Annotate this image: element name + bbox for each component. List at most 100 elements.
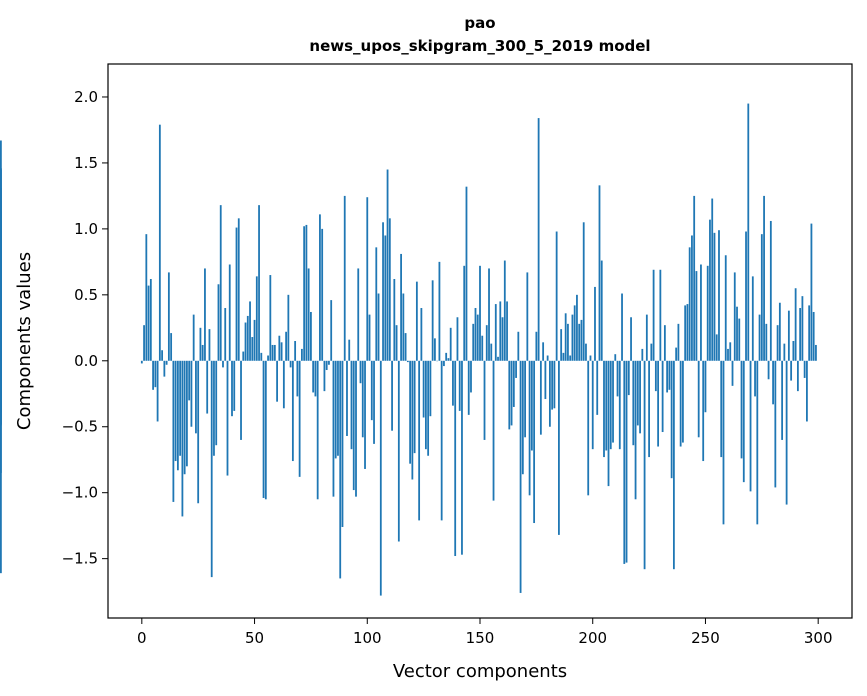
bar-component-202 xyxy=(596,360,599,415)
bar-component-10 xyxy=(163,360,166,377)
bar-component-144 xyxy=(465,186,468,361)
bar-component-1 xyxy=(143,325,145,361)
bar-component-262 xyxy=(731,360,734,386)
bar-component-225 xyxy=(648,360,650,458)
bar-component-undefined xyxy=(0,360,2,473)
bar-component-74 xyxy=(307,268,310,361)
bar-component-34 xyxy=(217,284,220,361)
y-axis-ticks: 2.0 1.5 1.0 0.5 0.0 −0.5 −1.0 −1.5 xyxy=(62,88,108,568)
bar-component-227 xyxy=(652,269,655,361)
bar-component-244 xyxy=(691,235,693,361)
bar-component-18 xyxy=(181,360,184,517)
bar-component-57 xyxy=(269,275,272,361)
bar-component-211 xyxy=(616,360,619,397)
bar-component-129 xyxy=(431,280,434,361)
bar-component-266 xyxy=(740,360,743,459)
bar-component-40 xyxy=(231,360,233,417)
bar-component-101 xyxy=(368,314,371,361)
bar-component-61 xyxy=(278,335,281,361)
bar-component-195 xyxy=(580,319,583,361)
bar-component-294 xyxy=(803,360,806,378)
bar-component-254 xyxy=(713,232,716,361)
bar-component-89 xyxy=(341,360,344,527)
bar-component-48 xyxy=(249,301,251,361)
bar-component-58 xyxy=(271,344,274,361)
bar-component-75 xyxy=(310,311,312,361)
bar-component-213 xyxy=(621,293,623,361)
bar-component-37 xyxy=(224,308,227,361)
bar-component-46 xyxy=(244,322,247,361)
y-tick-label: −0.5 xyxy=(62,418,98,436)
bar-component-110 xyxy=(388,218,391,361)
bar-component-251 xyxy=(706,265,709,361)
bar-component-157 xyxy=(494,304,497,361)
x-axis-label: Vector components xyxy=(393,661,567,682)
bar-component-undefined xyxy=(0,360,2,413)
bar-component-246 xyxy=(695,271,698,361)
bar-component-56 xyxy=(267,355,269,361)
bar-component-106 xyxy=(379,360,382,596)
bar-component-107 xyxy=(382,222,384,361)
bar-component-27 xyxy=(201,344,204,361)
x-tick-label: 50 xyxy=(245,629,264,647)
bar-component-194 xyxy=(578,323,581,361)
bar-component-52 xyxy=(258,205,260,361)
bar-component-260 xyxy=(727,348,729,361)
bar-component-80 xyxy=(321,228,324,361)
bar-component-248 xyxy=(700,264,702,361)
y-tick-label: 0.5 xyxy=(74,286,98,304)
bar-component-282 xyxy=(776,325,779,361)
bar-component-299 xyxy=(815,344,817,361)
bar-component-258 xyxy=(722,360,725,525)
bar-component-261 xyxy=(729,342,732,361)
bar-component-83 xyxy=(328,360,330,365)
bar-component-239 xyxy=(679,360,682,447)
bar-component-180 xyxy=(546,355,549,361)
bar-component-88 xyxy=(339,360,342,579)
bar-component-179 xyxy=(544,360,547,400)
bar-component-231 xyxy=(661,360,664,433)
bar-component-140 xyxy=(456,317,459,361)
bar-component-32 xyxy=(213,360,215,456)
bar-component-11 xyxy=(165,360,168,365)
x-tick-label: 200 xyxy=(578,629,607,647)
bar-component-208 xyxy=(609,360,612,450)
bar-component-226 xyxy=(650,343,653,361)
bar-component-124 xyxy=(420,308,423,361)
bar-component-152 xyxy=(483,360,486,440)
bar-component-119 xyxy=(409,360,412,464)
bar-component-12 xyxy=(167,272,170,361)
chart-subtitle: news_upos_skipgram_300_5_2019 model xyxy=(309,37,650,55)
bar-component-198 xyxy=(587,360,590,496)
bar-component-221 xyxy=(639,360,641,434)
bar-component-42 xyxy=(235,227,238,361)
bar-component-223 xyxy=(643,360,646,570)
bar-component-164 xyxy=(510,360,513,426)
bar-component-105 xyxy=(377,293,380,361)
bar-component-99 xyxy=(364,360,366,469)
bar-component-54 xyxy=(262,360,265,498)
bar-component-25 xyxy=(197,360,200,504)
bar-component-205 xyxy=(603,360,605,458)
bar-component-117 xyxy=(404,333,407,361)
bar-component-241 xyxy=(684,305,687,361)
bar-component-23 xyxy=(192,314,195,361)
bar-component-84 xyxy=(330,300,333,361)
bar-component-29 xyxy=(206,360,209,414)
bar-component-268 xyxy=(745,231,747,361)
bar-component-270 xyxy=(749,360,752,492)
bar-component-59 xyxy=(273,344,276,361)
bar-component-196 xyxy=(582,222,585,361)
bar-component-14 xyxy=(172,360,175,502)
bar-component-245 xyxy=(693,195,696,361)
bar-component-67 xyxy=(291,360,294,462)
bar-component-289 xyxy=(792,341,795,361)
bar-component-79 xyxy=(319,214,321,361)
bar-component-247 xyxy=(697,360,700,438)
bar-component-214 xyxy=(623,360,626,564)
bar-component-123 xyxy=(418,360,421,521)
bar-component-242 xyxy=(686,304,689,361)
bar-component-112 xyxy=(393,279,396,361)
bar-component-62 xyxy=(280,342,283,361)
x-tick-label: 300 xyxy=(804,629,833,647)
